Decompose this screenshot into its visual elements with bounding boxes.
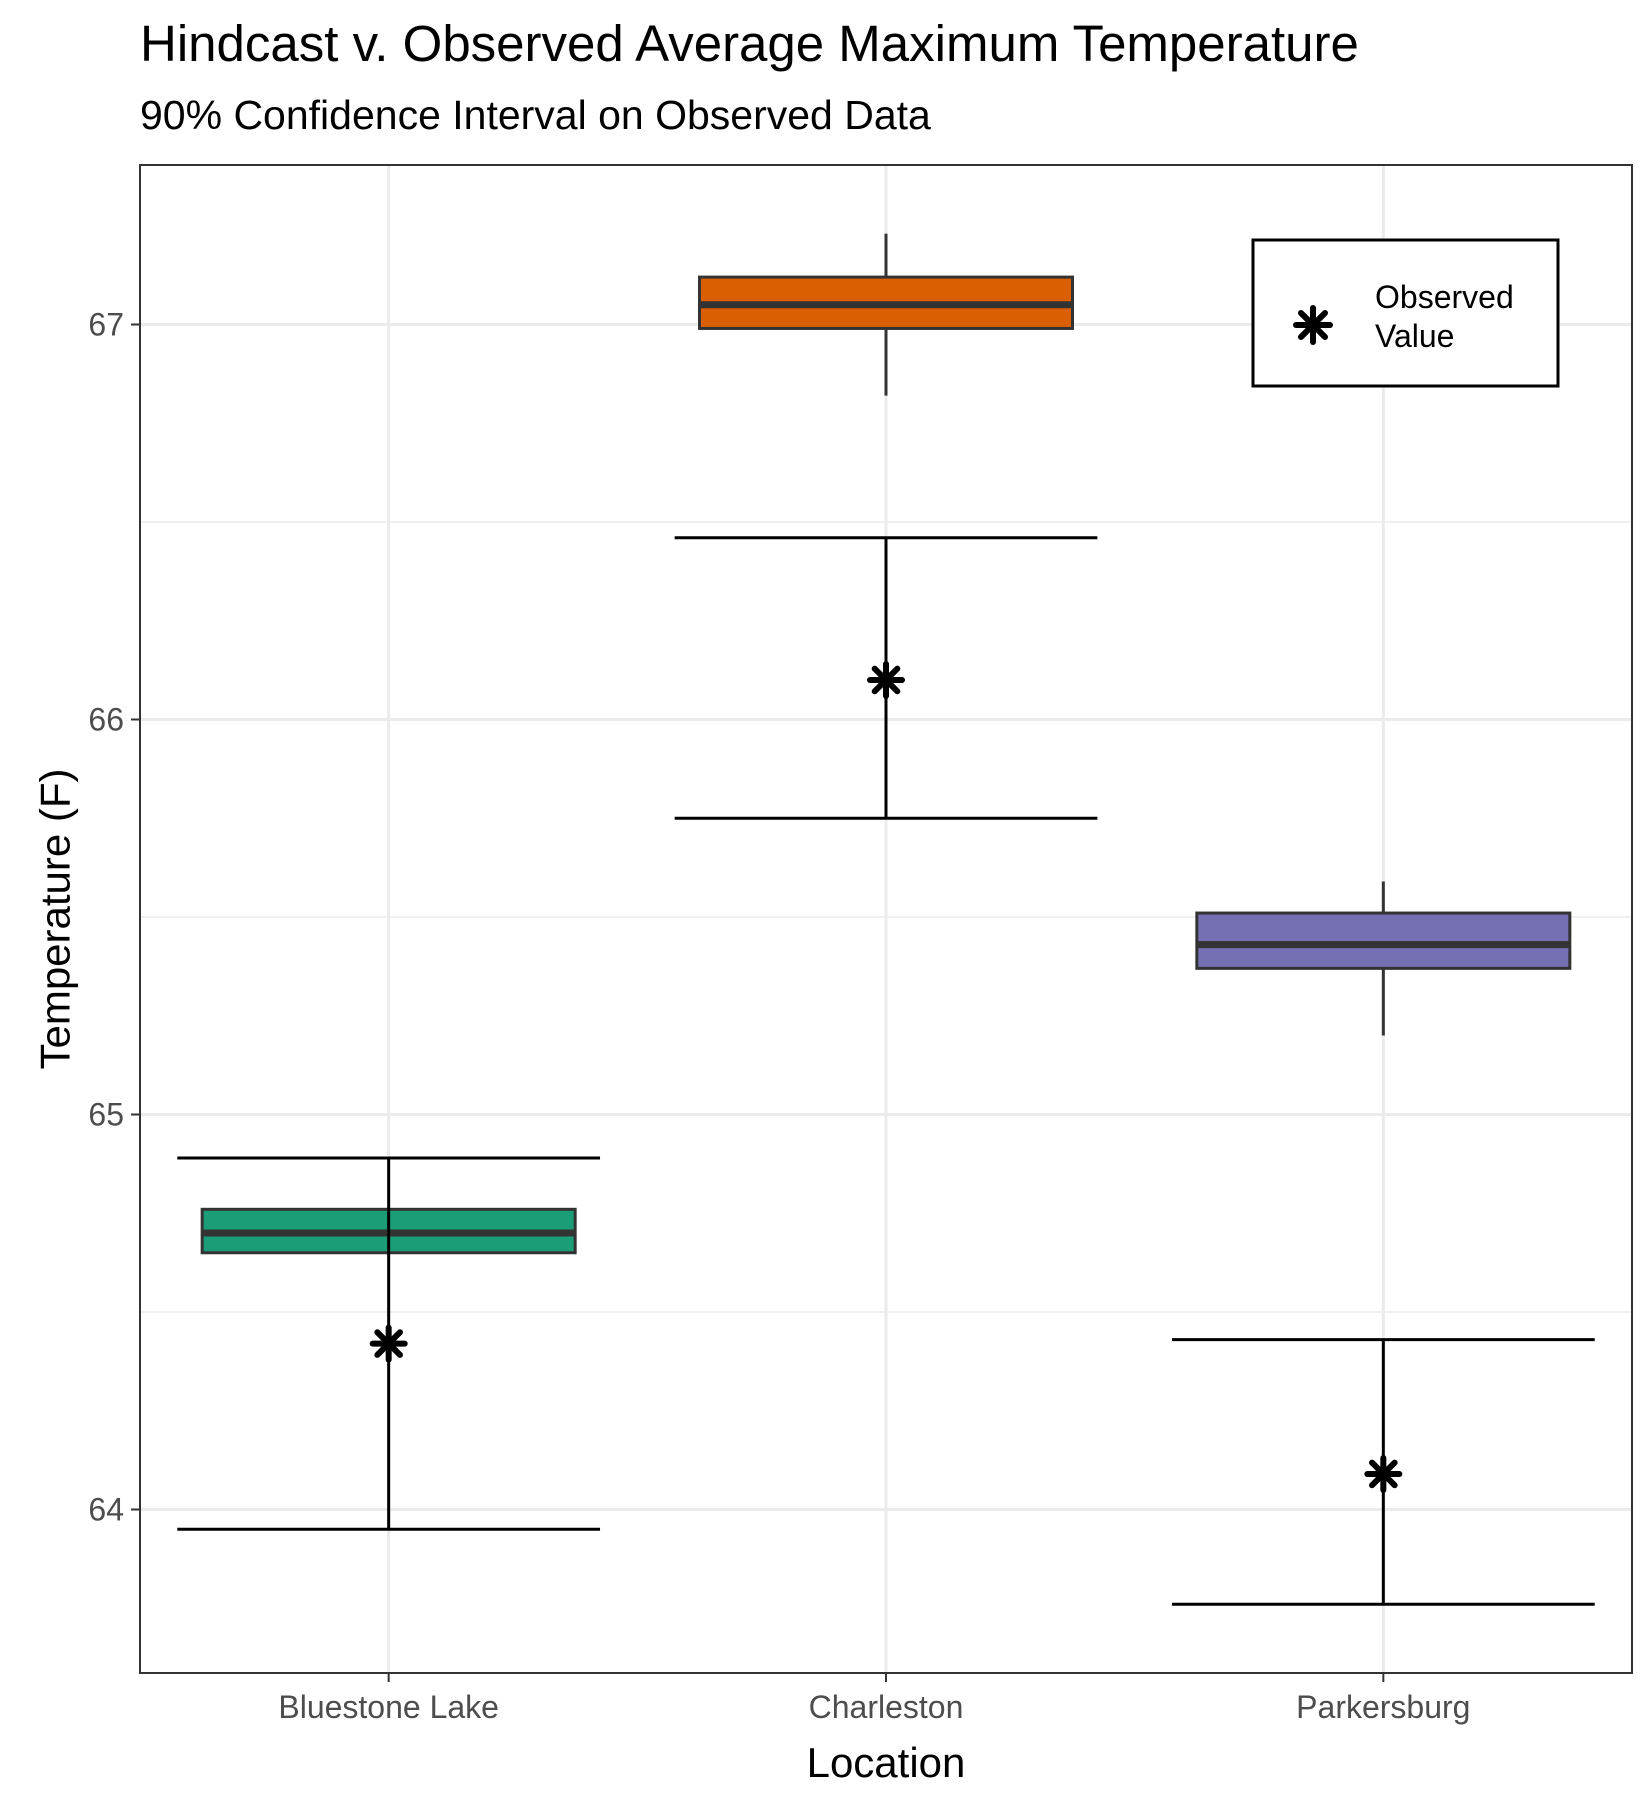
observed-value-point [369, 1324, 408, 1363]
y-axis-title: Temperature (F) [32, 768, 79, 1069]
x-tick-label: Charleston [809, 1689, 964, 1725]
observed-value-point [1364, 1454, 1403, 1493]
legend-label-line: Value [1375, 318, 1454, 354]
x-axis-title: Location [807, 1739, 966, 1786]
observed-value-point [867, 661, 905, 699]
legend-asterisk [1293, 305, 1333, 345]
legend-asterisk-icon [1293, 305, 1333, 345]
legend: Observed Value [1251, 238, 1560, 388]
box-parkersburg [1195, 911, 1572, 970]
observed-layer [177, 536, 1595, 1606]
asterisk-stroke [1369, 1459, 1398, 1489]
legend-label-line: Observed [1375, 279, 1514, 315]
y-tick-label: 66 [88, 702, 124, 738]
chart-title: Hindcast v. Observed Average Maximum Tem… [140, 15, 1359, 72]
asterisk-stroke [871, 665, 901, 695]
y-tick-label: 65 [88, 1097, 124, 1133]
axes: 64 65 66 67 Bluestone Lake Charleston Parkersb… [88, 307, 1470, 1726]
chart-subtitle: 90% Confidence Interval on Observed Data [140, 92, 931, 138]
y-tick-label: 67 [88, 307, 124, 343]
y-tick-label: 64 [88, 1492, 124, 1528]
x-tick-label: Parkersburg [1296, 1689, 1470, 1725]
asterisk-stroke [374, 1329, 403, 1358]
legend-label: Observed Value [1375, 279, 1514, 354]
x-tick-label: Bluestone Lake [278, 1689, 499, 1725]
asterisk-stroke [1297, 309, 1329, 341]
